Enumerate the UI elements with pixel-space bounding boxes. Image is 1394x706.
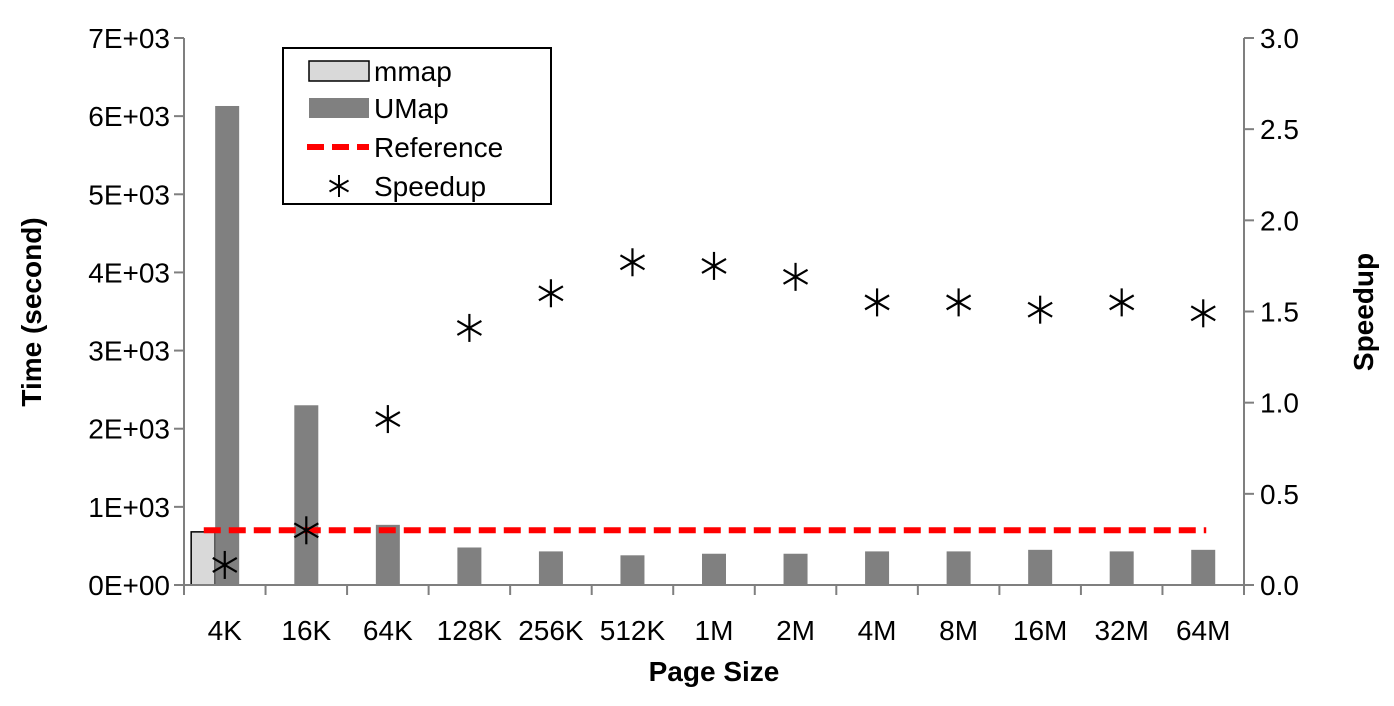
bar-umap [946,551,971,585]
x-tick-label: 128K [437,615,503,646]
right-tick-label: 0.0 [1260,570,1299,601]
legend-swatch-mmap [308,60,370,82]
bar-umap [457,547,482,585]
x-tick-label: 4K [208,615,243,646]
y2-axis-title: Speedup [1348,253,1379,371]
speedup-point [701,251,727,280]
legend-label-umap: UMap [374,93,449,124]
x-tick-label: 64M [1176,615,1230,646]
speedup-point-stroke [1027,301,1053,318]
x-tick-label: 512K [600,615,666,646]
x-axis-title: Page Size [649,656,780,687]
axes [183,38,1245,595]
speedup-point [946,288,972,317]
speedup-point-stroke [1109,294,1135,311]
speedup-points [212,248,1216,579]
speedup-point [538,279,564,308]
right-tick-label: 3.0 [1260,23,1299,54]
right-tick-label: 0.5 [1260,479,1299,510]
left-tick-label: 2E+03 [88,414,170,445]
bar-umap [865,551,890,585]
legend-label-speedup: Speedup [374,171,486,202]
y-axis-title: Time (second) [16,217,47,406]
bar-umap [1109,551,1134,585]
left-axis-ticks: 0E+00 1E+03 2E+03 3E+03 4E+03 5E+03 6E+03 7E+03 [88,23,184,601]
left-tick-label: 7E+03 [88,23,170,54]
speedup-point-stroke [864,294,890,311]
speedup-point [619,248,646,277]
right-tick-label: 1.0 [1260,388,1299,419]
right-tick-label: 1.5 [1260,297,1299,328]
left-tick-label: 4E+03 [88,257,170,288]
bar-umap [783,553,808,585]
left-tick-label: 5E+03 [88,179,170,210]
bar-umap [538,551,563,585]
bar-umap [620,555,645,585]
left-tick-label: 0E+00 [88,570,170,601]
bar-umap [294,405,319,585]
x-axis-tick-labels: 4K 16K 64K 128K 256K 512K 1M 2M 4M 8M 16M 32M 64M [208,615,1231,646]
left-tick-label: 6E+03 [88,101,170,132]
legend-swatch-umap [309,98,369,118]
speedup-point-stroke [293,522,319,539]
right-axis-ticks: 0.0 0.5 1.0 1.5 2.0 2.5 3.0 [1244,23,1299,601]
speedup-point [1027,295,1053,324]
bars [190,105,1216,586]
speedup-point [456,313,482,342]
left-tick-label: 3E+03 [88,336,170,367]
speedup-point-stroke [212,556,238,573]
speedup-point [864,288,890,317]
speedup-point-stroke [538,285,564,302]
speedup-point [375,405,401,434]
x-tick-label: 4M [858,615,897,646]
speedup-point [293,516,319,545]
bar-umap [1191,549,1216,585]
right-tick-label: 2.0 [1260,205,1299,236]
speedup-point [1109,288,1135,317]
speedup-point-stroke [375,411,401,428]
speedup-point-stroke [619,254,646,271]
x-tick-label: 1M [695,615,734,646]
x-tick-label: 256K [518,615,584,646]
x-tick-label: 16K [281,615,331,646]
x-tick-label: 32M [1094,615,1148,646]
x-tick-label: 8M [939,615,978,646]
bar-umap [375,524,400,585]
x-tick-label: 2M [776,615,815,646]
bar-mmap [190,531,216,586]
legend-label-mmap: mmap [374,56,452,87]
speedup-point-stroke [1190,305,1216,322]
bar-umap [215,105,240,585]
x-tick-label: 64K [363,615,413,646]
speedup-point-stroke [701,257,727,274]
bar-umap [702,553,726,585]
legend-swatch-speedup [328,175,350,197]
speedup-point [782,262,809,291]
legend: mmap UMap Reference Speedup [282,47,552,205]
speedup-point-stroke [782,268,809,285]
bar-umap [1028,549,1053,585]
speedup-point-stroke [456,319,482,336]
speedup-point [1190,299,1216,328]
left-tick-label: 1E+03 [88,492,170,523]
legend-label-reference: Reference [374,132,503,163]
speedup-point [212,550,238,579]
speedup-point-stroke [946,294,972,311]
right-tick-label: 2.5 [1260,114,1299,145]
x-tick-label: 16M [1013,615,1067,646]
